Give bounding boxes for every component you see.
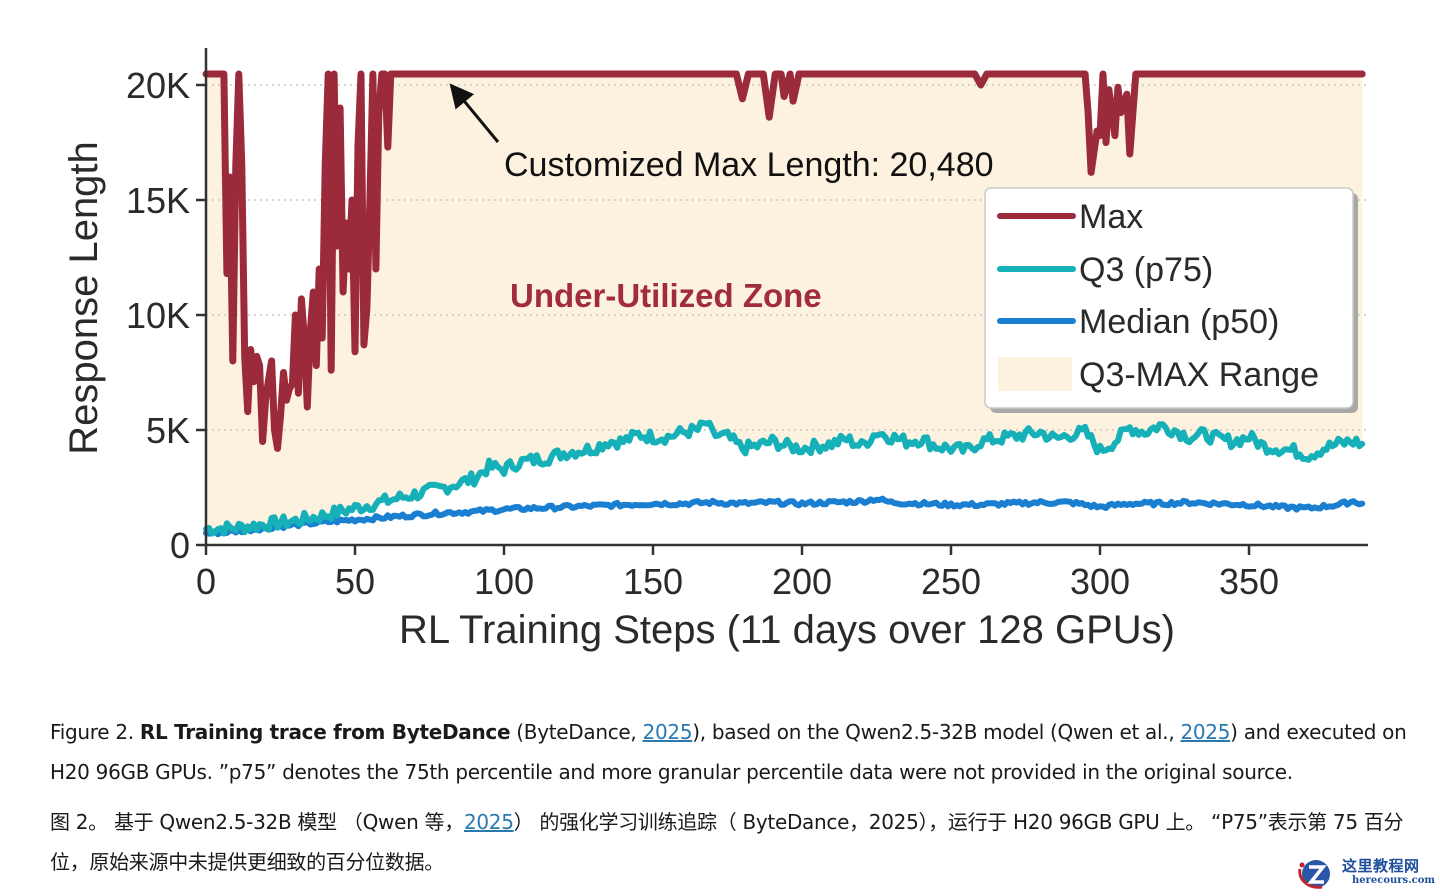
y-tick-label: 15K xyxy=(126,180,190,221)
x-tick-label: 50 xyxy=(335,561,375,602)
figure-caption-english: Figure 2. RL Training trace from ByteDan… xyxy=(50,712,1410,792)
x-tick-label: 0 xyxy=(196,561,216,602)
caption-text: ) and executed on H20 96GB GPUs. ”p75” d… xyxy=(50,720,1407,784)
grid-lines xyxy=(206,84,1368,431)
caption-title: RL Training trace from ByteDance xyxy=(139,720,511,744)
y-tick-label: 5K xyxy=(146,410,190,451)
legend-box xyxy=(984,187,1354,409)
citation-link-bytedance[interactable]: 2025 xyxy=(642,720,693,744)
caption-text: ), based on the Qwen2.5-32B model (Qwen … xyxy=(692,720,1181,744)
annotations: Customized Max Length: 20,480 Under-Utili… xyxy=(449,83,994,314)
figure-caption-chinese: 图 2。 基于 Qwen2.5-32B 模型 （Qwen 等，2025） 的强化… xyxy=(50,802,1410,882)
x-tick-label: 300 xyxy=(1070,561,1130,602)
series-lines xyxy=(202,70,1366,538)
x-tick-label: 150 xyxy=(623,561,683,602)
watermark-logo-icon xyxy=(1298,860,1330,889)
legend-label: Median (p50) xyxy=(1079,303,1279,341)
x-axis-title: RL Training Steps (11 days over 128 GPUs… xyxy=(399,608,1175,652)
x-tick-label: 250 xyxy=(921,561,981,602)
caption-text: 图 2。 基于 Qwen2.5-32B 模型 （Qwen 等， xyxy=(50,810,464,834)
series-line-median xyxy=(203,495,1366,538)
legend-label: Max xyxy=(1079,198,1143,236)
annotation-max-length: Customized Max Length: 20,480 xyxy=(504,146,994,184)
watermark-url: herecours.com xyxy=(1352,875,1436,886)
caption-text: ） 的强化学习训练追踪（ ByteDance，2025），运行于 H20 96G… xyxy=(50,810,1404,874)
axes: 0 5K 10K 15K 20K 0 50 100 150 200 250 300 350 RL Trai… xyxy=(62,48,1368,652)
citation-link-qwen-zh[interactable]: 2025 xyxy=(463,810,514,834)
legend-label: Q3 (p75) xyxy=(1079,251,1213,289)
series-line-max xyxy=(202,70,1366,452)
caption-text: (ByteDance, xyxy=(510,720,643,744)
response-length-chart: 0 5K 10K 15K 20K 0 50 100 150 200 250 300 350 RL Trai… xyxy=(62,48,1368,652)
citation-link-qwen[interactable]: 2025 xyxy=(1180,720,1231,744)
y-axis-title: Response Length xyxy=(62,141,106,455)
watermark: 这里教程网 herecours.com xyxy=(1292,853,1440,893)
y-tick-label: 0 xyxy=(170,525,190,566)
x-tick-label: 200 xyxy=(772,561,832,602)
annotation-arrow xyxy=(449,83,500,143)
x-tick-label: 100 xyxy=(474,561,534,602)
y-tick-label: 20K xyxy=(126,65,190,106)
y-tick-label: 10K xyxy=(126,295,190,336)
watermark-title: 这里教程网 xyxy=(1342,857,1420,875)
legend: Max Q3 (p75) Median (p50) Q3-MAX Range xyxy=(984,187,1358,413)
annotation-under-utilized-zone: Under-Utilized Zone xyxy=(510,277,822,314)
series-line-q3 xyxy=(203,419,1366,537)
caption-prefix: Figure 2. xyxy=(50,720,140,744)
legend-swatch-range xyxy=(998,357,1072,391)
x-tick-label: 350 xyxy=(1219,561,1279,602)
legend-label: Q3-MAX Range xyxy=(1079,356,1319,394)
